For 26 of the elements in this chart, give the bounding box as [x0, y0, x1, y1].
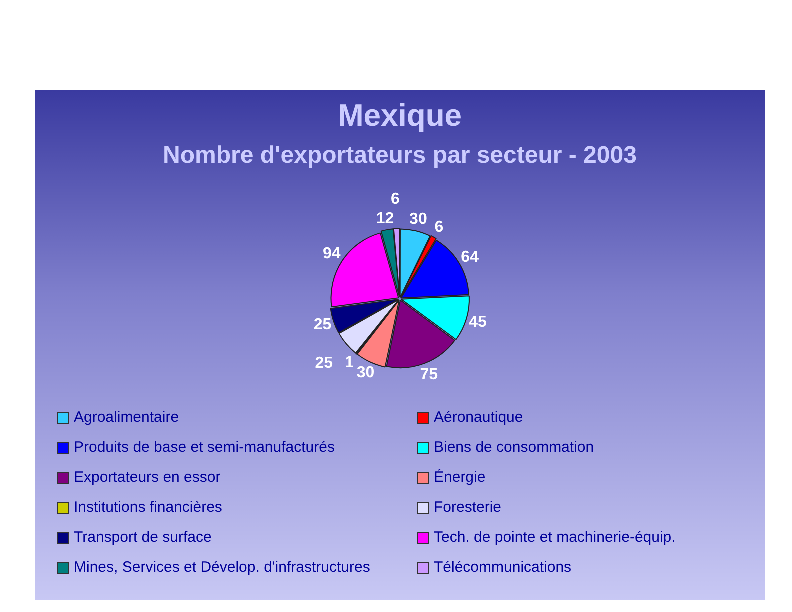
data-label: 30	[410, 211, 428, 228]
legend-label: Produits de base et semi-manufacturés	[74, 439, 335, 456]
data-label: 12	[376, 210, 394, 228]
chart-title: Mexique	[336, 98, 464, 134]
legend-label: Institutions financières	[74, 499, 222, 516]
data-label: 25	[314, 316, 332, 334]
data-label: 75	[420, 366, 438, 384]
data-label: 25	[315, 354, 334, 372]
data-label: 6	[434, 218, 444, 236]
data-label: 64	[461, 248, 480, 266]
data-label: 45	[469, 314, 488, 331]
legend-label: Transport de surface	[74, 529, 212, 546]
legend-label: Télécommunications	[434, 559, 572, 576]
legend-label: Exportateurs en essor	[74, 469, 221, 486]
legend-label: Agroalimentaire	[74, 409, 180, 426]
legend-label: Aéronautique	[434, 409, 524, 426]
legend-label: Tech. de pointe et machinerie-équip.	[434, 529, 676, 546]
legend-label: Énergie	[434, 469, 486, 486]
data-label: 94	[323, 246, 341, 263]
data-label: 30	[356, 364, 375, 382]
legend-label: Biens de consommation	[434, 439, 594, 456]
legend-label: Mines, Services et Dévelop. d'infrastructures	[74, 559, 370, 576]
chart-subtitle: Nombre d'exportateurs par secteur - 2003	[162, 142, 638, 170]
data-label: 6	[391, 191, 400, 208]
data-label: 1	[344, 354, 354, 372]
legend-label: Foresterie	[434, 499, 502, 516]
